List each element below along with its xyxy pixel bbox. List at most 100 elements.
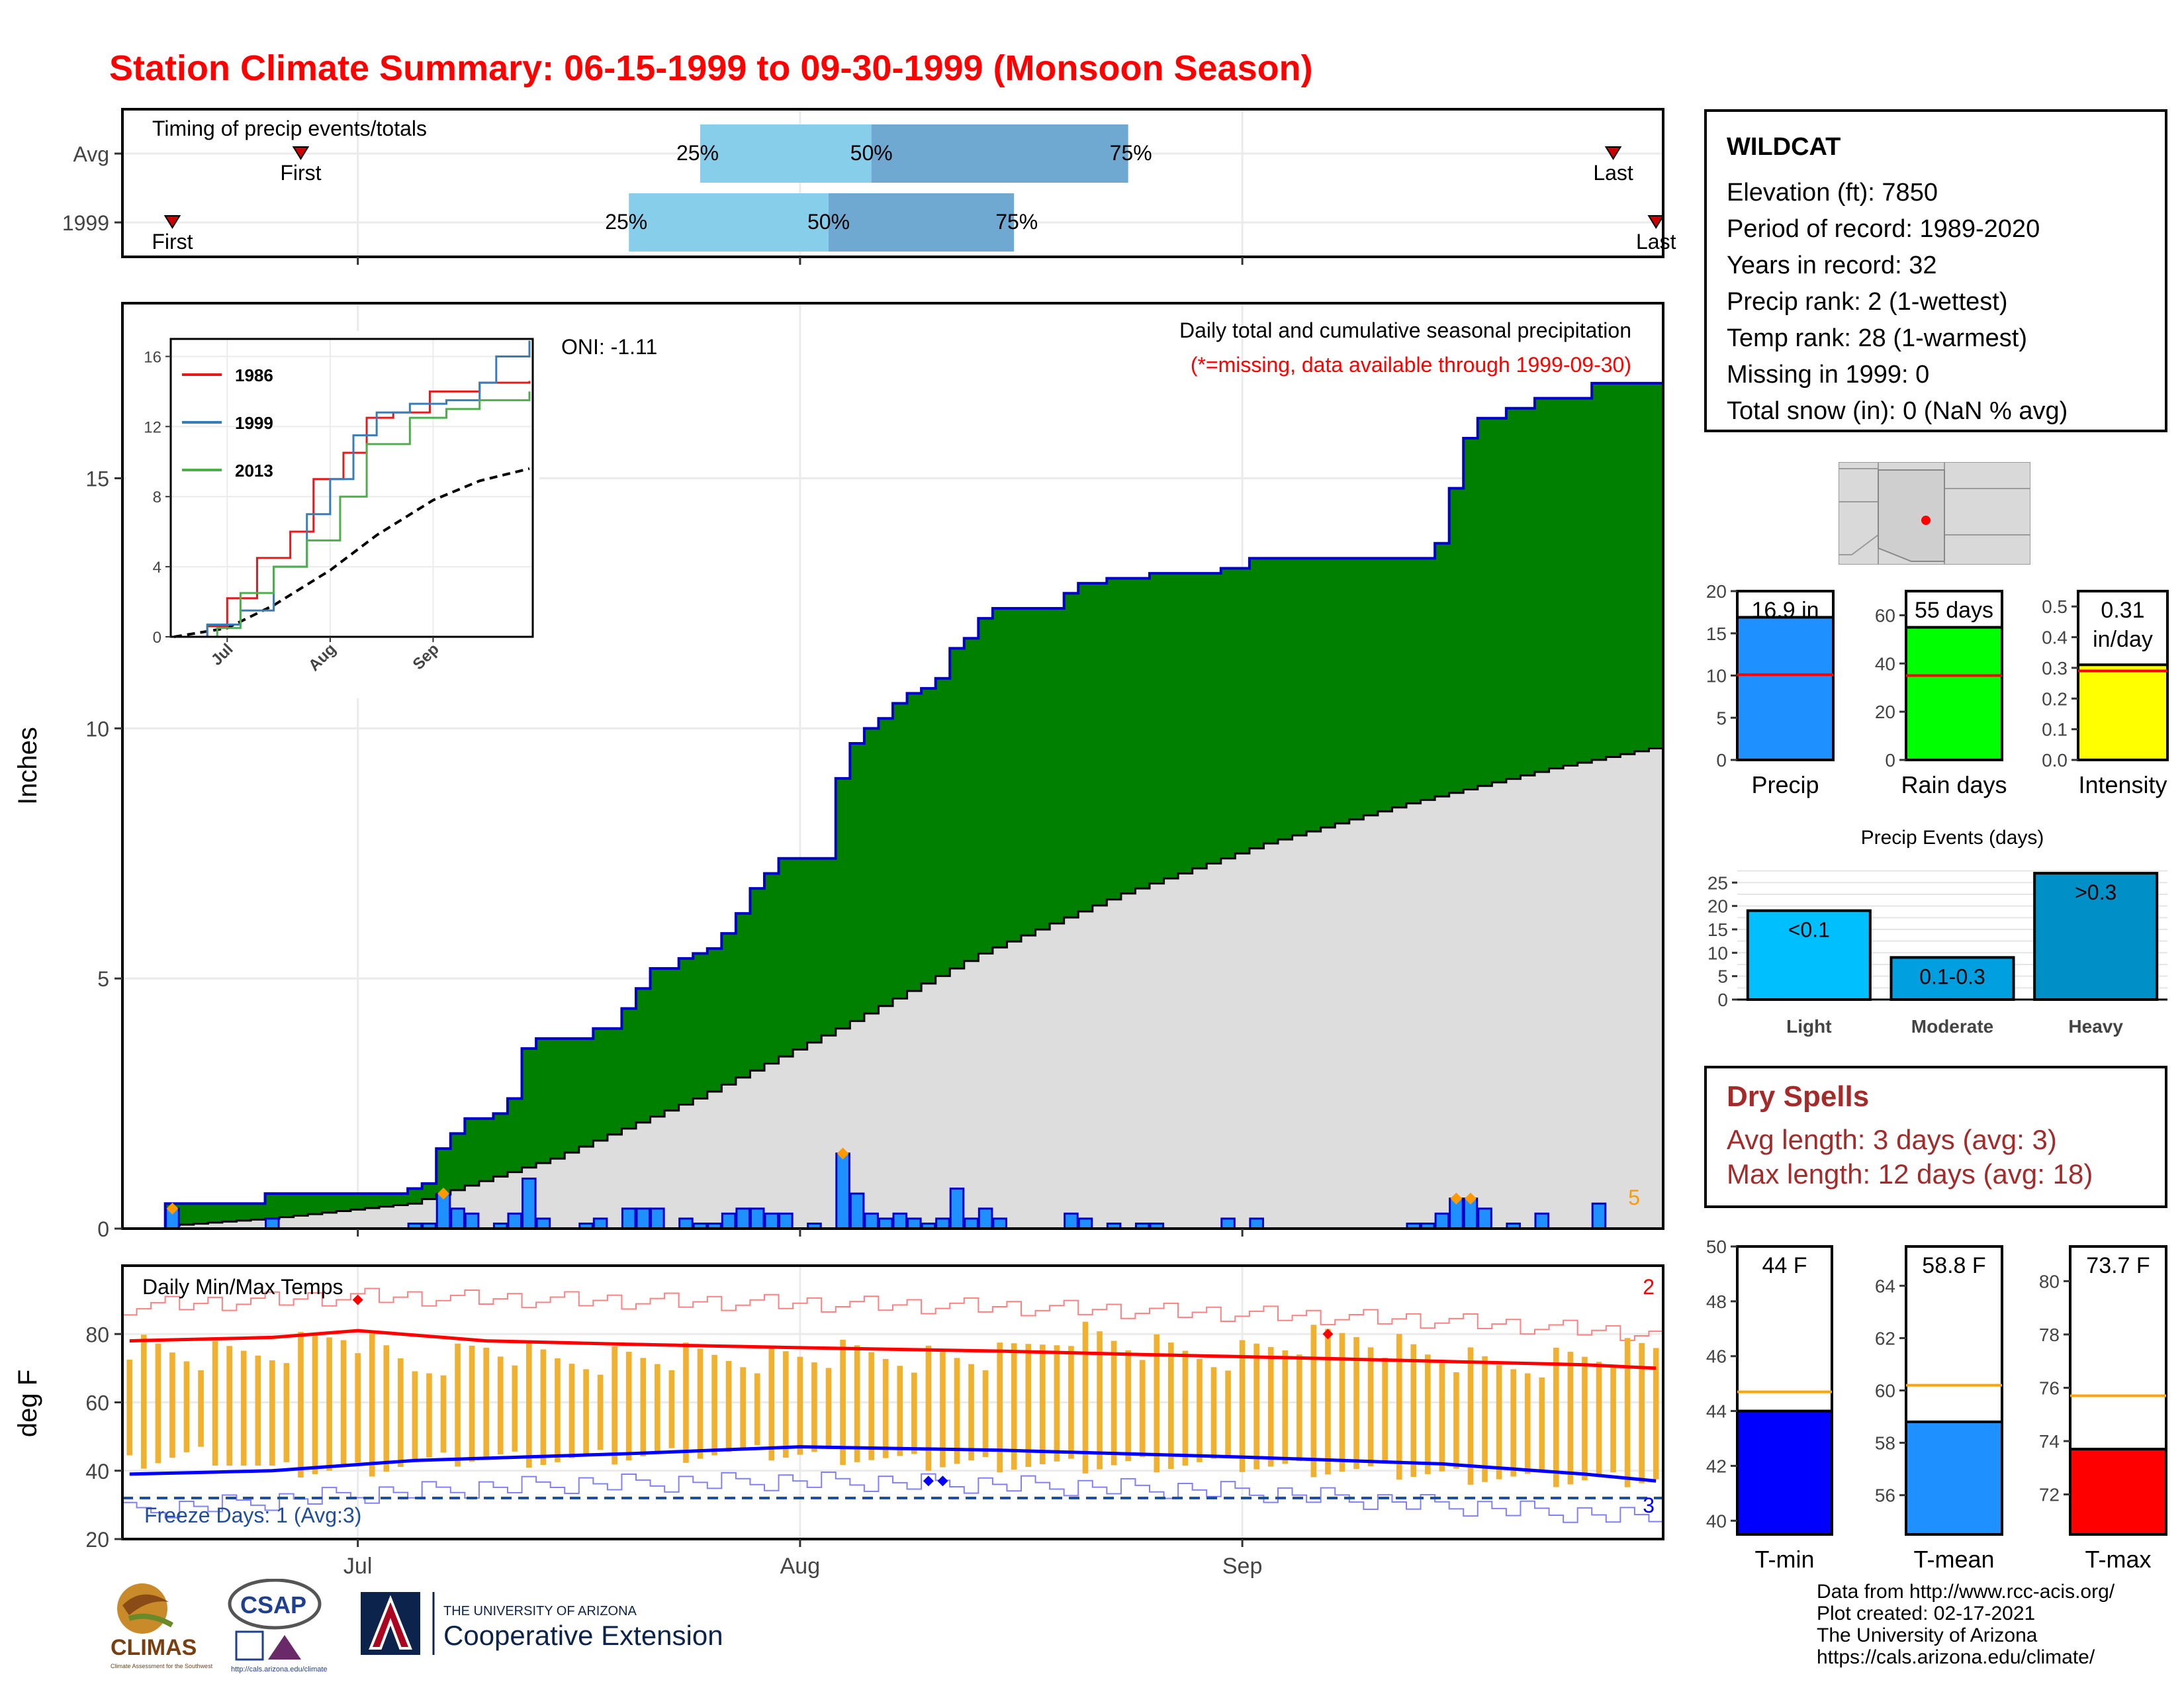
daily-temp-bar bbox=[526, 1340, 532, 1468]
daily-precip-bar bbox=[735, 1207, 751, 1230]
inset-y-tick-label: 16 bbox=[144, 348, 161, 366]
tmin-frame bbox=[1736, 1245, 1833, 1536]
daily-temp-bar bbox=[982, 1370, 989, 1458]
precip-total-value-bar bbox=[1736, 616, 1835, 762]
years-line: Years in record: 32 bbox=[1727, 252, 1937, 279]
events-y-tick-label: 0 bbox=[1717, 990, 1728, 1010]
daily-temp-bar bbox=[583, 1369, 589, 1454]
locator-map bbox=[1839, 462, 2030, 565]
daily-precip-bar bbox=[492, 1222, 508, 1230]
q75-label: 75% bbox=[1110, 141, 1152, 165]
daily-temp-bar bbox=[426, 1373, 432, 1458]
daily-temp-bar bbox=[768, 1345, 775, 1461]
daily-temp-bar bbox=[497, 1356, 504, 1454]
daily-precip-bar bbox=[435, 1192, 451, 1230]
quartile-bar-50-75 bbox=[829, 193, 1015, 252]
daily-precip-bar bbox=[964, 1217, 979, 1230]
intensity-y-tick-label: 0.3 bbox=[2042, 658, 2068, 679]
events-title: Precip Events (days) bbox=[1861, 827, 2044, 849]
daily-temp-bar bbox=[1040, 1344, 1046, 1464]
month-tick-label: Aug bbox=[780, 1554, 821, 1579]
daily-precip-bar bbox=[764, 1212, 780, 1230]
daily-temp-bar bbox=[1197, 1358, 1203, 1462]
daily-temp-bar bbox=[1425, 1354, 1431, 1474]
timing-title: Timing of precip events/totals bbox=[152, 117, 427, 140]
daily-temp-bar bbox=[1624, 1338, 1631, 1487]
daily-temp-bar bbox=[854, 1345, 860, 1462]
tmean-y-tick-label: 58 bbox=[1875, 1433, 1895, 1454]
daily-precip-bar bbox=[507, 1212, 523, 1230]
precip-total-category-label: Precip bbox=[1751, 771, 1819, 798]
daily-temp-bar bbox=[897, 1366, 903, 1456]
daily-temp-bar bbox=[1111, 1340, 1117, 1466]
rain-days-frame bbox=[1905, 590, 2003, 761]
daily-temp-bar bbox=[655, 1364, 660, 1452]
precip-total-y-tick-label: 5 bbox=[1716, 708, 1727, 728]
daily-temp-bar bbox=[1582, 1356, 1588, 1481]
tmean-value-bar bbox=[1905, 1420, 2003, 1536]
precip-y-tick-label: 5 bbox=[97, 967, 109, 991]
daily-temp-bar bbox=[269, 1360, 275, 1466]
daily-temp-bar bbox=[540, 1349, 547, 1465]
daily-temp-bar bbox=[1367, 1347, 1374, 1467]
inset-plot-border bbox=[169, 338, 534, 638]
average-cumulative-area bbox=[165, 748, 1663, 1229]
timing-row-label: 1999 bbox=[62, 211, 109, 235]
first-event-marker bbox=[163, 215, 181, 229]
last-event-label: Last bbox=[1593, 161, 1633, 185]
intensity-y-tick-label: 0.0 bbox=[2042, 750, 2068, 771]
daily-temp-bar bbox=[1653, 1348, 1659, 1479]
cumulative-precip-line bbox=[163, 381, 1663, 1229]
q25-label: 25% bbox=[605, 210, 647, 234]
daily-precip-bar bbox=[864, 1212, 879, 1230]
daily-temp-bar bbox=[1054, 1345, 1060, 1462]
daily-temp-bar bbox=[555, 1358, 561, 1462]
daily-precip-bar bbox=[949, 1188, 965, 1230]
daily-temp-bar bbox=[1297, 1354, 1302, 1462]
daily-temp-bar bbox=[283, 1363, 290, 1462]
daily-temp-bar bbox=[997, 1342, 1003, 1473]
station-info-panel: WILDCAT Elevation (ft): 7850 Period of r… bbox=[1704, 109, 2167, 432]
rain-days-value-bar bbox=[1905, 626, 2003, 762]
daily-precip-bar bbox=[1506, 1222, 1521, 1230]
daily-precip-bar bbox=[749, 1207, 765, 1230]
events-bar-label: <0.1 bbox=[1788, 918, 1830, 942]
daily-temp-bar bbox=[340, 1340, 347, 1468]
daily-temp-bar bbox=[141, 1335, 147, 1469]
dry-spells-panel: Dry Spells Avg length: 3 days (avg: 3) M… bbox=[1704, 1066, 2167, 1208]
daily-precip-bar bbox=[1406, 1222, 1422, 1230]
daily-precip-bar bbox=[535, 1217, 551, 1230]
daily-temp-bar bbox=[868, 1352, 874, 1460]
precip-subtitle: (*=missing, data available through 1999-… bbox=[1191, 353, 1631, 377]
daily-precip-bar bbox=[807, 1222, 822, 1230]
intensity-y-tick-label: 0.5 bbox=[2042, 596, 2068, 617]
quartile-bar-50-75 bbox=[871, 124, 1128, 183]
temp-y-tick-label: 80 bbox=[85, 1323, 109, 1346]
precip-total-y-tick-label: 20 bbox=[1706, 581, 1727, 602]
daily-precip-bar bbox=[692, 1222, 708, 1230]
daily-temp-bar bbox=[1482, 1356, 1488, 1482]
daily-precip-bar bbox=[407, 1222, 423, 1230]
tmean-frame bbox=[1905, 1245, 2003, 1536]
daily-temp-bar bbox=[683, 1342, 689, 1463]
page-title: Station Climate Summary: 06-15-1999 to 0… bbox=[109, 48, 1313, 88]
tmean-y-tick-label: 56 bbox=[1875, 1485, 1895, 1506]
daily-precip-bar bbox=[1249, 1217, 1264, 1230]
daily-temp-bar bbox=[1282, 1350, 1289, 1464]
tmin-y-tick-label: 48 bbox=[1706, 1291, 1727, 1312]
daily-temp-bar bbox=[711, 1354, 717, 1456]
inset-x-tick-label: Aug bbox=[305, 640, 340, 675]
csap-url: http://cals.arizona.edu/climate bbox=[231, 1665, 328, 1673]
daily-temp-bar bbox=[940, 1352, 946, 1468]
daily-precip-bar bbox=[450, 1207, 465, 1230]
daily-temp-bar bbox=[1539, 1377, 1545, 1472]
events-category-label: Heavy bbox=[2068, 1016, 2123, 1037]
precip-rank-line: Precip rank: 2 (1-wettest) bbox=[1727, 288, 2008, 316]
daily-temp-bar bbox=[1025, 1344, 1032, 1468]
precip-y-tick-label: 0 bbox=[97, 1217, 109, 1241]
daily-precip-bar bbox=[835, 1152, 850, 1230]
daily-temp-bar bbox=[1467, 1347, 1474, 1485]
oni-label: ONI: -1.11 bbox=[561, 335, 657, 359]
dry-spells-title: Dry Spells bbox=[1727, 1080, 1870, 1113]
daily-temp-bar bbox=[1496, 1365, 1502, 1479]
